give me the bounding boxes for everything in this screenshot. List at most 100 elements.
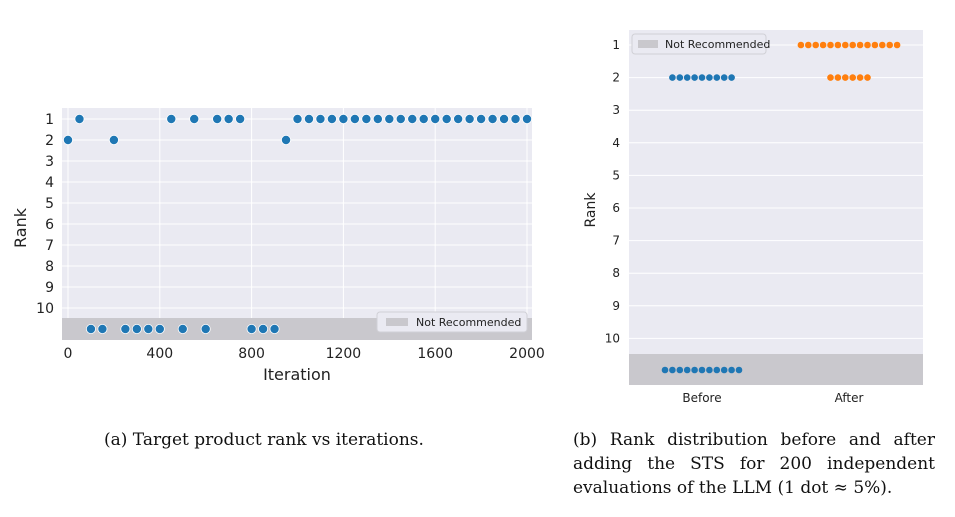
chart-b-point bbox=[691, 74, 698, 81]
chart-a-y-tick-label: 10 bbox=[36, 301, 54, 317]
chart-a-x-ticks: 0 400 800 1200 1600 2000 bbox=[64, 346, 545, 362]
chart-a-point bbox=[235, 114, 246, 125]
chart-b-point bbox=[698, 74, 706, 81]
chart-a-point bbox=[464, 114, 475, 125]
chart-a-point bbox=[430, 114, 441, 125]
chart-b-point bbox=[879, 41, 886, 49]
chart-a-point bbox=[487, 114, 498, 125]
chart-b-caption: (b) Rank distribution before and after a… bbox=[573, 430, 935, 498]
chart-b-legend-box bbox=[631, 33, 767, 55]
chart-b-point bbox=[834, 74, 842, 81]
chart-a-point bbox=[384, 114, 395, 125]
chart-b-point bbox=[676, 74, 684, 81]
chart-b-y-tick-label: 9 bbox=[612, 299, 620, 313]
chart-a-point bbox=[177, 323, 188, 334]
chart-b-point bbox=[706, 74, 713, 81]
chart-a-point bbox=[269, 323, 280, 334]
chart-b-point bbox=[849, 74, 856, 81]
chart-a-point bbox=[246, 323, 257, 334]
chart-a-point bbox=[63, 134, 74, 145]
chart-a-y-tick-label: 7 bbox=[45, 238, 54, 254]
chart-a-point bbox=[338, 114, 349, 125]
chart-b-point bbox=[856, 74, 864, 81]
chart-b-point bbox=[797, 41, 805, 49]
chart-a-point bbox=[131, 323, 142, 334]
chart-a-point bbox=[453, 114, 464, 125]
chart-a-point bbox=[108, 134, 119, 145]
chart-a-point bbox=[223, 114, 234, 125]
chart-a-x-tick-label: 1200 bbox=[326, 346, 362, 362]
chart-b-point bbox=[827, 41, 834, 49]
chart-b-point bbox=[834, 41, 842, 49]
chart-a-point bbox=[499, 114, 510, 125]
chart-b-point bbox=[713, 366, 721, 374]
chart-a-point bbox=[143, 323, 154, 334]
chart-a-point bbox=[372, 114, 383, 125]
chart-a-caption: (a) Target product rank vs iterations. bbox=[104, 430, 424, 450]
chart-b-point bbox=[812, 41, 819, 49]
chart-a-points bbox=[63, 114, 533, 334]
chart-b-point bbox=[720, 74, 728, 81]
chart-a: 1 2 3 4 5 6 7 8 9 10 0 400 800 1200 1600 2000 Iteratio… bbox=[11, 108, 545, 384]
chart-a-x-tick-label: 0 bbox=[64, 346, 73, 362]
chart-b-point bbox=[886, 41, 893, 49]
chart-a-point bbox=[522, 114, 533, 125]
chart-b-point bbox=[683, 74, 691, 81]
chart-b-point bbox=[676, 366, 684, 374]
chart-a-point bbox=[258, 323, 269, 334]
chart-a-grid bbox=[62, 108, 532, 318]
chart-a-point bbox=[395, 114, 406, 125]
chart-a-point bbox=[326, 114, 337, 125]
chart-b-point bbox=[713, 74, 721, 81]
chart-a-y-tick-label: 9 bbox=[45, 280, 54, 296]
chart-a-point bbox=[212, 114, 223, 125]
chart-b-legend-label: Not Recommended bbox=[665, 38, 770, 51]
chart-a-point bbox=[120, 323, 131, 334]
chart-a-y-tick-label: 1 bbox=[45, 112, 54, 128]
chart-a-y-tick-label: 3 bbox=[45, 154, 54, 170]
chart-b-point bbox=[691, 366, 698, 374]
chart-a-point bbox=[303, 114, 314, 125]
chart-a-point bbox=[441, 114, 452, 125]
chart-a-y-tick-label: 8 bbox=[45, 259, 54, 275]
chart-a-y-axis-label: Rank bbox=[11, 207, 30, 248]
chart-b-y-tick-label: 5 bbox=[612, 168, 620, 182]
chart-a-point bbox=[97, 323, 108, 334]
chart-b-point bbox=[842, 41, 849, 49]
chart-a-legend: Not Recommended bbox=[376, 311, 528, 333]
chart-b-point bbox=[871, 41, 879, 49]
chart-b-x-tick-label: After bbox=[835, 391, 864, 405]
chart-b-y-axis-label: Rank bbox=[583, 192, 599, 228]
chart-a-point bbox=[189, 114, 200, 125]
chart-b-point bbox=[856, 41, 864, 49]
chart-b-y-tick-label: 10 bbox=[605, 331, 620, 345]
chart-b-point bbox=[864, 74, 871, 81]
chart-a-point bbox=[292, 114, 303, 125]
chart-a-legend-swatch bbox=[386, 318, 408, 326]
chart-a-point bbox=[418, 114, 429, 125]
chart-a-point bbox=[476, 114, 487, 125]
chart-b-point bbox=[849, 41, 856, 49]
chart-b-y-tick-label: 6 bbox=[612, 201, 620, 215]
chart-b-point bbox=[698, 366, 706, 374]
chart-b-y-tick-label: 7 bbox=[612, 234, 620, 248]
chart-a-point bbox=[166, 114, 177, 125]
chart-b-y-tick-label: 1 bbox=[612, 38, 620, 52]
chart-a-point bbox=[74, 114, 85, 125]
chart-a-x-tick-label: 400 bbox=[146, 346, 173, 362]
chart-b-legend: Not Recommended bbox=[631, 33, 770, 55]
chart-b-point bbox=[669, 74, 676, 81]
chart-a-point bbox=[281, 134, 292, 145]
chart-b-point bbox=[827, 74, 834, 81]
chart-b-y-ticks: 1 2 3 4 5 6 7 8 9 10 bbox=[605, 38, 620, 345]
chart-a-point bbox=[349, 114, 360, 125]
chart-a-legend-box bbox=[376, 311, 528, 333]
chart-a-y-tick-label: 5 bbox=[45, 196, 54, 212]
chart-b-point bbox=[842, 74, 849, 81]
chart-a-x-tick-label: 1600 bbox=[417, 346, 453, 362]
chart-a-point bbox=[154, 323, 165, 334]
chart-b-point bbox=[706, 366, 713, 374]
chart-b-x-ticks: Before After bbox=[682, 391, 863, 405]
chart-b-point bbox=[661, 366, 669, 374]
